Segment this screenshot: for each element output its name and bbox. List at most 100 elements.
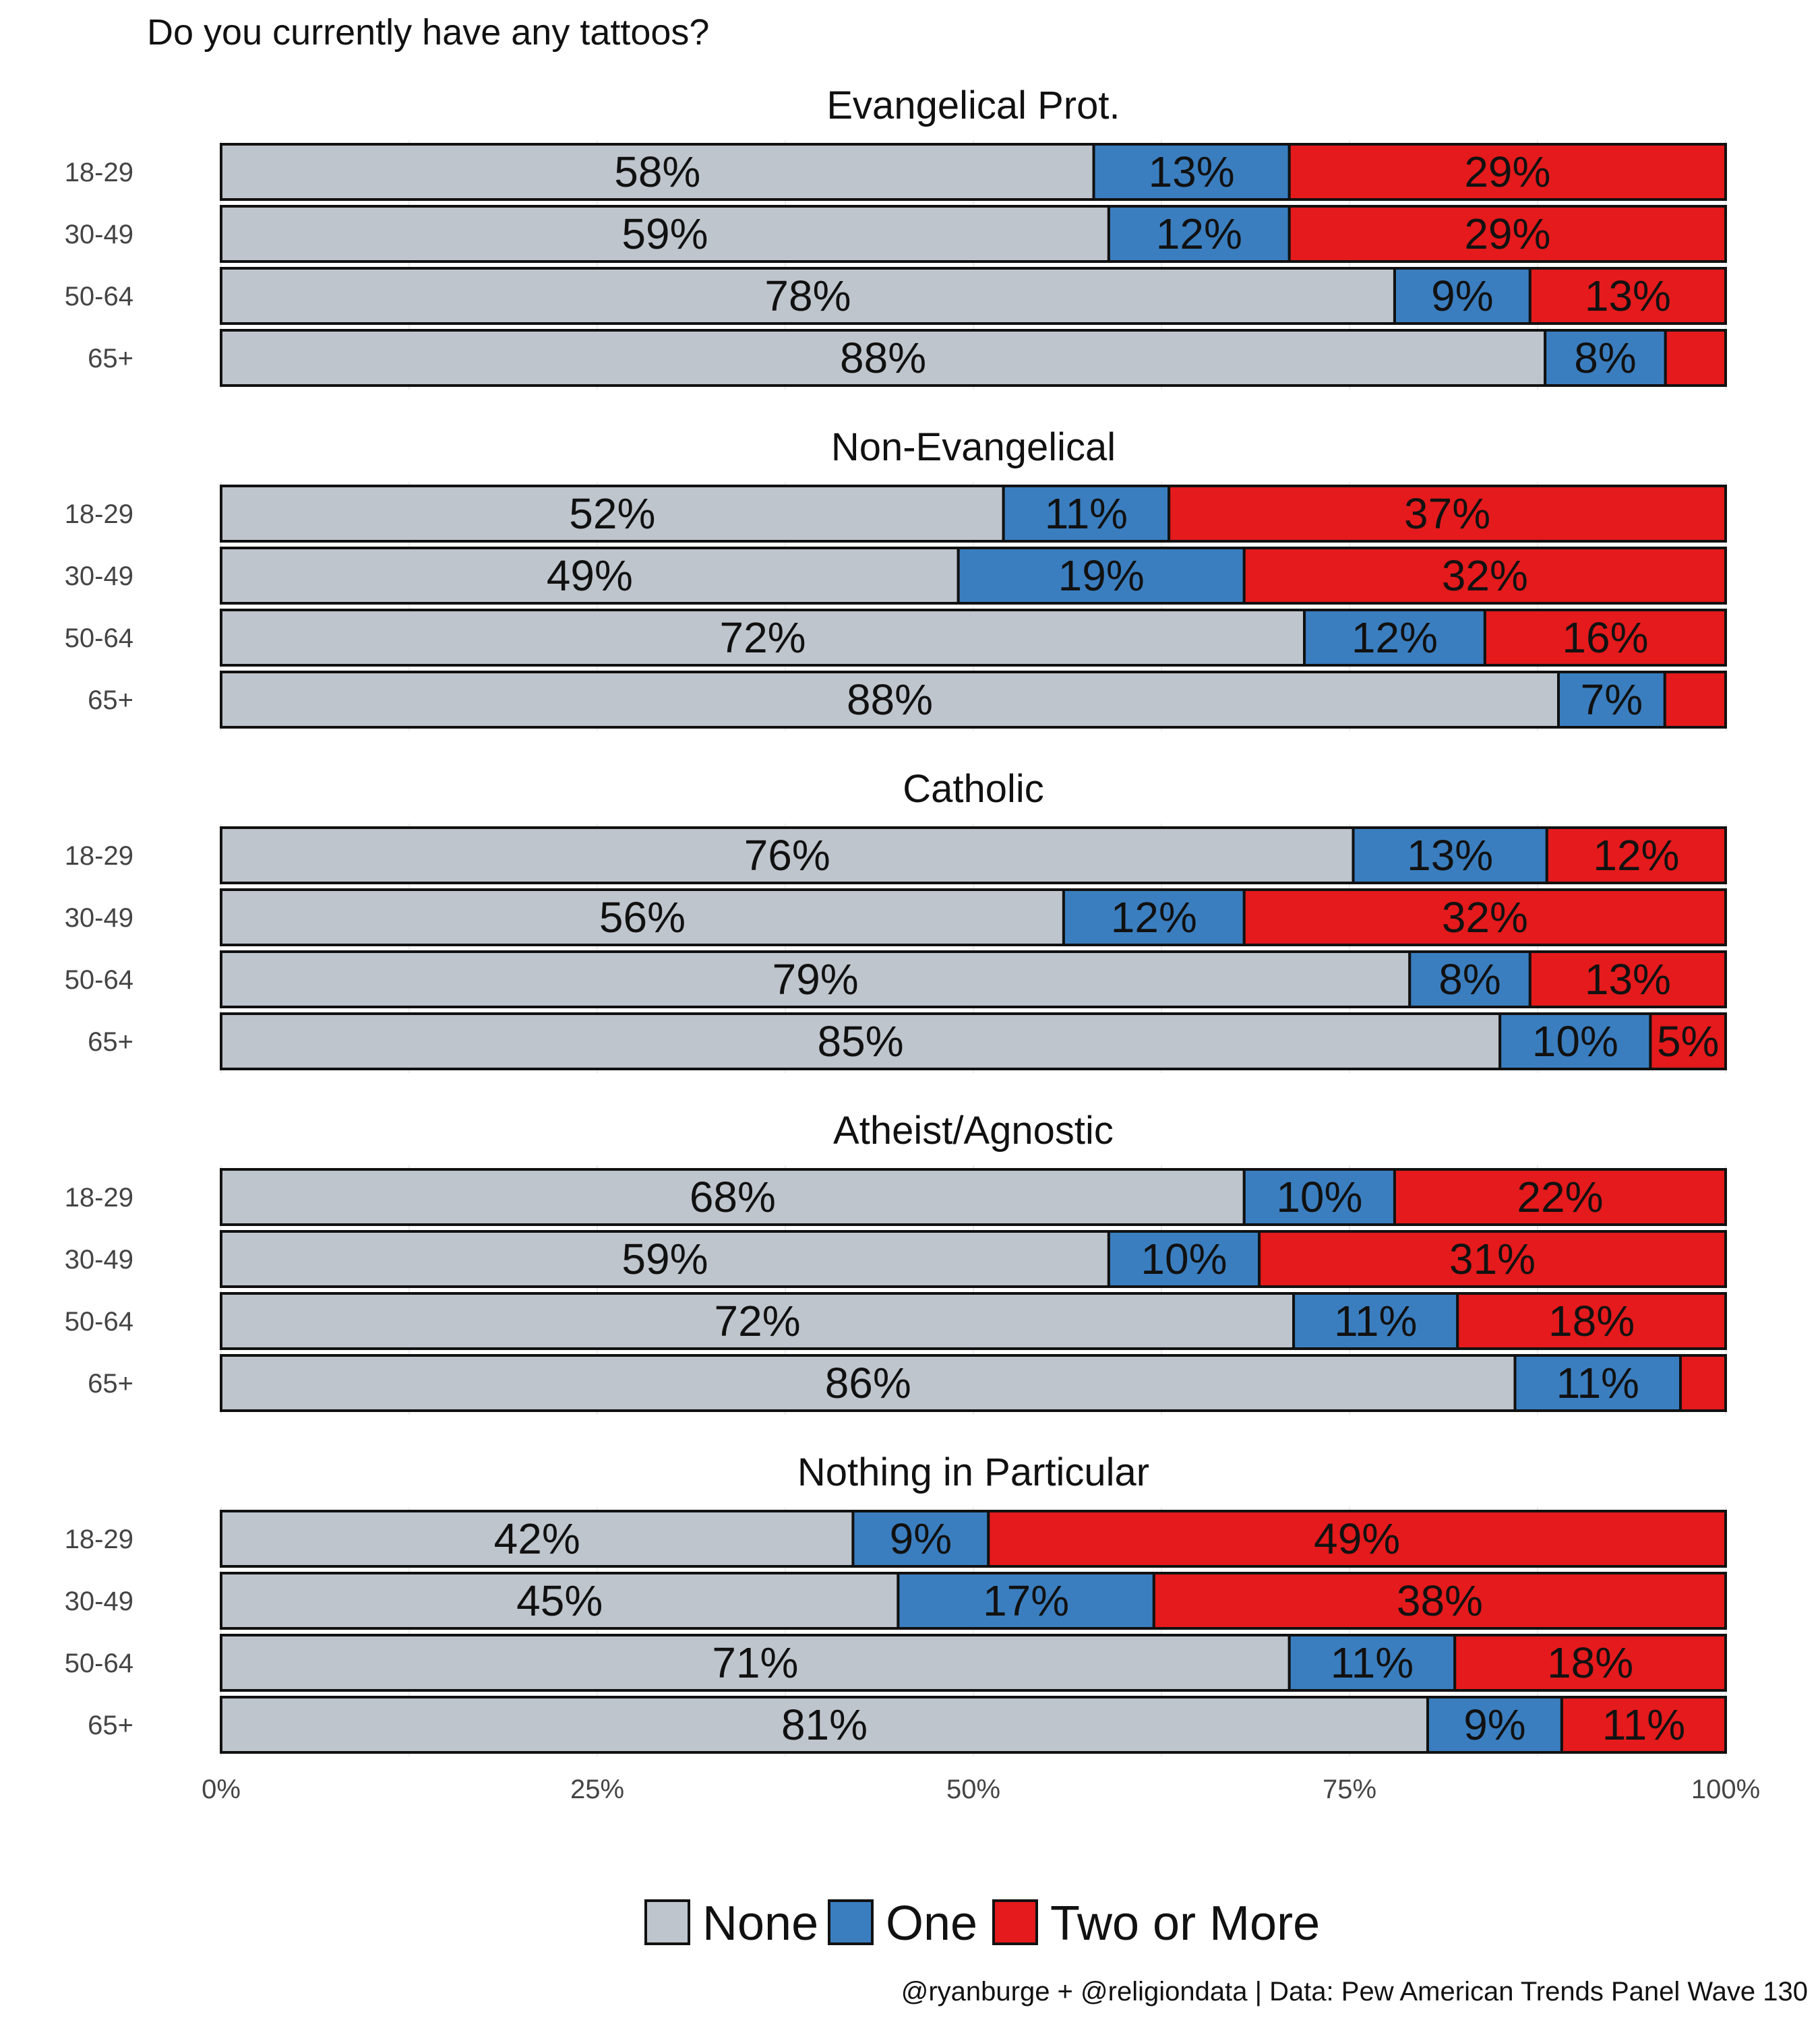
data-label: 32%	[1442, 551, 1528, 600]
y-tick-label: 18-29	[65, 158, 133, 187]
data-label: 18%	[1547, 1638, 1633, 1687]
y-tick-label: 30-49	[65, 220, 133, 249]
data-label: 29%	[1464, 148, 1550, 196]
bar-segment-two-or-more	[1453, 1634, 1727, 1692]
data-label: 13%	[1585, 955, 1671, 1004]
x-tick-label: 100%	[1691, 1775, 1760, 1804]
bar-segment-one	[1544, 329, 1667, 387]
data-label: 81%	[781, 1701, 868, 1749]
legend-label: Two or More	[1050, 1897, 1320, 1951]
data-label: 45%	[516, 1576, 603, 1625]
bar-segment-two-or-more	[1663, 671, 1727, 729]
data-label: 12%	[1593, 831, 1679, 880]
data-label: 32%	[1442, 893, 1528, 942]
bar-segment-one	[897, 1572, 1155, 1630]
bar-segment-two-or-more	[1649, 1012, 1727, 1070]
y-tick-label: 50-64	[65, 623, 133, 653]
bar-segment-none	[220, 547, 960, 605]
bar-segment-none	[220, 1292, 1296, 1350]
data-label: 9%	[890, 1514, 952, 1563]
data-label: 72%	[719, 613, 806, 662]
bar-segment-none	[220, 1354, 1517, 1412]
facet-title: Nothing in Particular	[797, 1450, 1149, 1494]
data-label: 18%	[1548, 1297, 1635, 1345]
y-tick-label: 65+	[88, 1369, 133, 1399]
bar-segment-two-or-more	[1258, 1230, 1727, 1288]
data-label: 9%	[1431, 272, 1494, 320]
bar-segment-one	[1242, 1168, 1396, 1226]
data-label: 59%	[621, 210, 708, 258]
data-label: 52%	[569, 489, 655, 538]
facet-title: Catholic	[903, 767, 1044, 811]
y-tick-label: 50-64	[65, 1307, 133, 1337]
bar-segment-two-or-more	[1167, 485, 1728, 543]
data-label: 11%	[1602, 1701, 1685, 1749]
data-label: 12%	[1156, 210, 1242, 258]
y-tick-label: 30-49	[65, 1587, 133, 1616]
y-tick-label: 50-64	[65, 282, 133, 311]
data-label: 49%	[547, 551, 633, 600]
bar-segment-two-or-more	[1528, 950, 1728, 1008]
bar-segment-none	[220, 1696, 1430, 1754]
facet-title: Atheist/Agnostic	[833, 1109, 1114, 1153]
x-tick-label: 0%	[202, 1775, 241, 1804]
data-label: 38%	[1397, 1576, 1483, 1625]
data-label: 17%	[983, 1576, 1069, 1625]
data-label: 13%	[1149, 148, 1235, 196]
facet-panel: Nothing in Particular 18-29 42% 9% 49% 30-49 4…	[65, 1450, 1727, 1754]
x-tick-label: 75%	[1323, 1775, 1376, 1804]
data-label: 49%	[1314, 1514, 1400, 1563]
data-label: 11%	[1045, 489, 1128, 538]
data-label: 11%	[1331, 1638, 1414, 1687]
y-tick-label: 65+	[88, 685, 133, 715]
y-tick-label: 18-29	[65, 499, 133, 529]
facet-panel: Catholic 18-29 76% 13% 12% 30-49 56% 12% 32% 50-6…	[65, 767, 1728, 1070]
bar-segment-two-or-more	[1287, 205, 1727, 263]
bar-segment-one	[1408, 950, 1531, 1008]
y-tick-label: 65+	[88, 1711, 133, 1740]
y-tick-label: 65+	[88, 1027, 133, 1057]
data-label: 10%	[1532, 1017, 1618, 1066]
data-label: 8%	[1574, 334, 1637, 382]
bar-segment-two-or-more	[1528, 267, 1728, 325]
data-label: 13%	[1585, 272, 1671, 320]
facet-panel: Atheist/Agnostic 18-29 68% 10% 22% 30-49 59% 10…	[65, 1109, 1728, 1412]
bar-segment-one	[1557, 671, 1666, 729]
bar-segment-one	[1498, 1012, 1652, 1070]
bar-segment-two-or-more	[1545, 826, 1727, 884]
bar-segment-none	[220, 609, 1306, 667]
bar-segment-none	[220, 267, 1396, 325]
legend-key-two-or-more	[992, 1899, 1038, 1945]
data-label: 71%	[712, 1638, 798, 1687]
x-tick-label: 25%	[570, 1775, 624, 1804]
legend-label: One	[886, 1897, 977, 1951]
bar-segment-none	[220, 1572, 900, 1630]
bar-segment-none	[220, 1168, 1246, 1226]
bar-segment-none	[220, 205, 1110, 263]
facet-panel: Evangelical Prot. 18-29 58% 13% 29% 30-49 59% 1…	[65, 84, 1728, 387]
data-label: 76%	[744, 831, 830, 880]
data-label: 11%	[1556, 1359, 1639, 1407]
facet-title: Evangelical Prot.	[826, 84, 1120, 127]
facet-title: Non-Evangelical	[831, 425, 1116, 469]
y-tick-label: 18-29	[65, 841, 133, 871]
data-label: 42%	[494, 1514, 580, 1563]
data-label: 5%	[1657, 1017, 1720, 1066]
data-label: 9%	[1463, 1701, 1526, 1749]
data-label: 79%	[772, 955, 859, 1004]
y-tick-label: 30-49	[65, 1245, 133, 1275]
bar-segment-two-or-more	[1287, 143, 1727, 201]
legend-key-none	[644, 1899, 690, 1945]
bar-segment-two-or-more	[1242, 888, 1727, 946]
bar-segment-two-or-more	[1679, 1354, 1728, 1412]
bar-segment-two-or-more	[1664, 329, 1727, 387]
data-label: 78%	[764, 272, 851, 320]
data-label: 13%	[1407, 831, 1493, 880]
data-label: 22%	[1517, 1173, 1603, 1221]
chart-title: Do you currently have any tattoos?	[147, 12, 709, 53]
bar-segment-one	[1426, 1696, 1563, 1754]
y-tick-label: 18-29	[65, 1525, 133, 1554]
bar-segment-one	[1352, 826, 1548, 884]
bar-segment-two-or-more	[987, 1510, 1727, 1568]
